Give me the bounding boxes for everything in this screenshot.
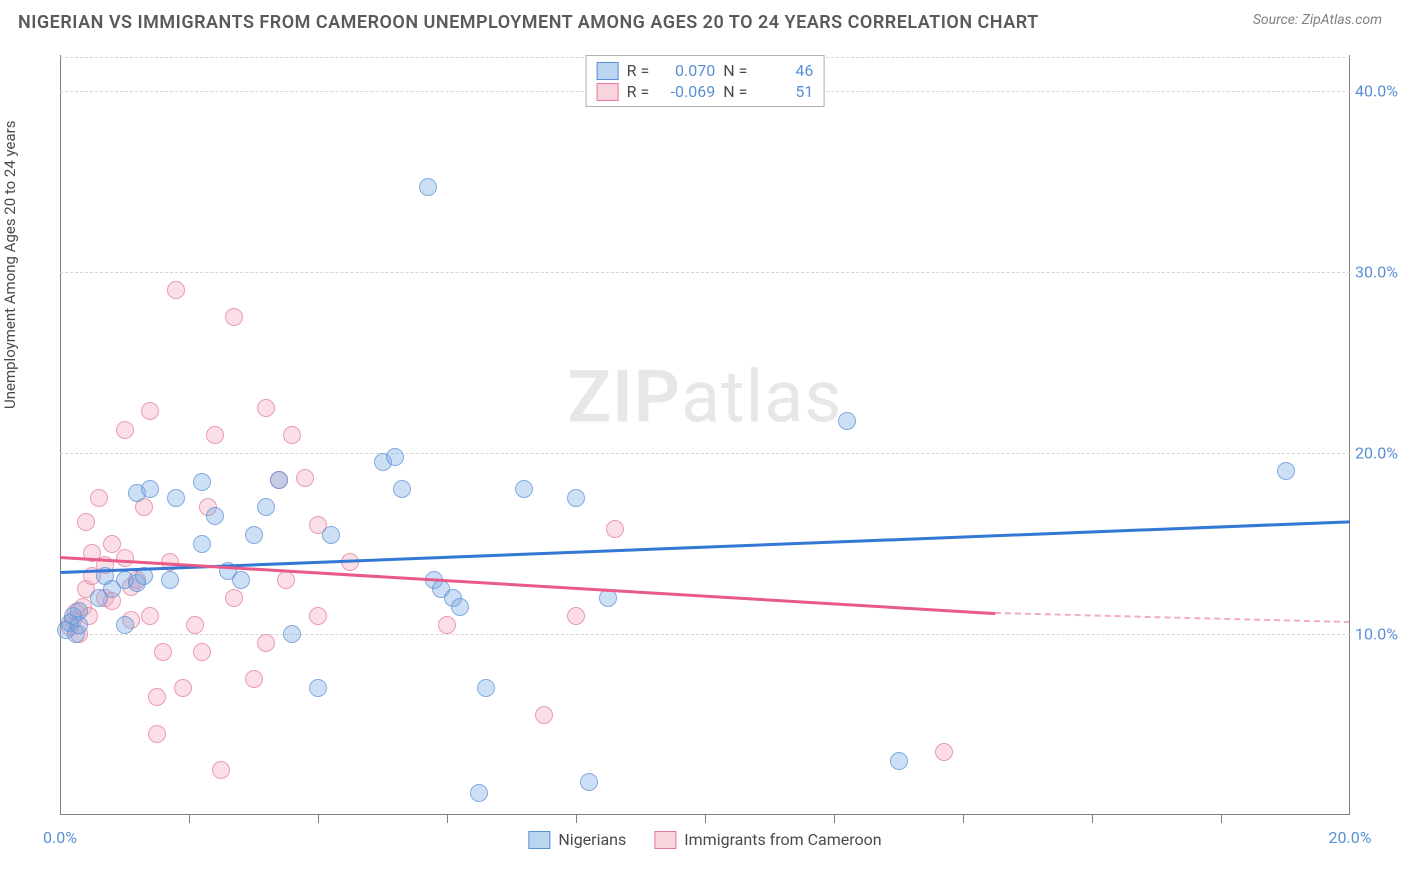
- data-point: [103, 535, 121, 553]
- legend-row-blue: R = 0.070 N = 46: [597, 60, 814, 81]
- data-point: [77, 513, 95, 531]
- legend-row-pink: R = -0.069 N = 51: [597, 81, 814, 102]
- data-point: [154, 643, 172, 661]
- data-point: [283, 426, 301, 444]
- legend-item-blue: Nigerians: [528, 830, 626, 849]
- data-point: [1277, 462, 1295, 480]
- data-point: [386, 448, 404, 466]
- swatch-blue: [528, 831, 550, 849]
- data-point: [451, 598, 469, 616]
- x-tick: [1221, 815, 1222, 823]
- data-point: [193, 535, 211, 553]
- y-axis-left: [60, 55, 61, 815]
- chart-title: NIGERIAN VS IMMIGRANTS FROM CAMEROON UNE…: [18, 12, 1039, 33]
- data-point: [206, 507, 224, 525]
- data-point: [277, 571, 295, 589]
- data-point: [296, 469, 314, 487]
- x-tick: [576, 815, 577, 823]
- data-point: [567, 607, 585, 625]
- data-point: [283, 625, 301, 643]
- data-point: [580, 773, 598, 791]
- y-tick-label: 30.0%: [1355, 263, 1406, 282]
- x-tick: [318, 815, 319, 823]
- data-point: [257, 498, 275, 516]
- data-point: [167, 489, 185, 507]
- scatter-chart: ZIPatlas 10.0%20.0%30.0%40.0%0.0%20.0% R…: [60, 55, 1350, 815]
- data-point: [70, 616, 88, 634]
- source-label: Source: ZipAtlas.com: [1253, 12, 1382, 28]
- data-point: [270, 471, 288, 489]
- y-axis-right: [1349, 55, 1350, 815]
- data-point: [438, 616, 456, 634]
- data-point: [167, 281, 185, 299]
- data-point: [309, 607, 327, 625]
- data-point: [890, 752, 908, 770]
- data-point: [225, 308, 243, 326]
- correlation-legend: R = 0.070 N = 46 R = -0.069 N = 51: [586, 55, 825, 107]
- x-tick: [447, 815, 448, 823]
- data-point: [257, 399, 275, 417]
- data-point: [393, 480, 411, 498]
- trend-line: [60, 556, 995, 615]
- data-point: [232, 571, 250, 589]
- legend-item-pink: Immigrants from Cameroon: [654, 830, 881, 849]
- data-point: [141, 402, 159, 420]
- x-tick-label: 0.0%: [43, 828, 77, 847]
- x-tick: [189, 815, 190, 823]
- data-point: [535, 706, 553, 724]
- data-point: [116, 549, 134, 567]
- data-point: [567, 489, 585, 507]
- x-tick: [834, 815, 835, 823]
- data-point: [148, 688, 166, 706]
- data-point: [174, 679, 192, 697]
- x-tick: [1092, 815, 1093, 823]
- data-point: [257, 634, 275, 652]
- y-tick-label: 20.0%: [1355, 444, 1406, 463]
- y-axis-label: Unemployment Among Ages 20 to 24 years: [1, 121, 19, 409]
- data-point: [206, 426, 224, 444]
- y-tick-label: 40.0%: [1355, 82, 1406, 101]
- data-point: [515, 480, 533, 498]
- x-tick: [963, 815, 964, 823]
- swatch-blue: [597, 62, 619, 80]
- grid-line: [60, 272, 1350, 273]
- data-point: [193, 473, 211, 491]
- data-point: [309, 679, 327, 697]
- swatch-pink: [597, 83, 619, 101]
- data-point: [116, 421, 134, 439]
- data-point: [186, 616, 204, 634]
- data-point: [225, 589, 243, 607]
- data-point: [141, 607, 159, 625]
- x-tick-label: 20.0%: [1329, 828, 1372, 847]
- data-point: [935, 743, 953, 761]
- data-point: [161, 571, 179, 589]
- data-point: [245, 670, 263, 688]
- trend-line: [995, 612, 1350, 623]
- data-point: [90, 489, 108, 507]
- series-legend: Nigerians Immigrants from Cameroon: [528, 830, 881, 849]
- data-point: [148, 725, 166, 743]
- data-point: [141, 480, 159, 498]
- data-point: [477, 679, 495, 697]
- data-point: [322, 526, 340, 544]
- grid-line: [60, 634, 1350, 635]
- data-point: [193, 643, 211, 661]
- data-point: [838, 412, 856, 430]
- x-tick: [705, 815, 706, 823]
- data-point: [245, 526, 263, 544]
- data-point: [606, 520, 624, 538]
- swatch-pink: [654, 831, 676, 849]
- data-point: [419, 178, 437, 196]
- y-tick-label: 10.0%: [1355, 625, 1406, 644]
- grid-line: [60, 453, 1350, 454]
- data-point: [212, 761, 230, 779]
- data-point: [116, 616, 134, 634]
- data-point: [470, 784, 488, 802]
